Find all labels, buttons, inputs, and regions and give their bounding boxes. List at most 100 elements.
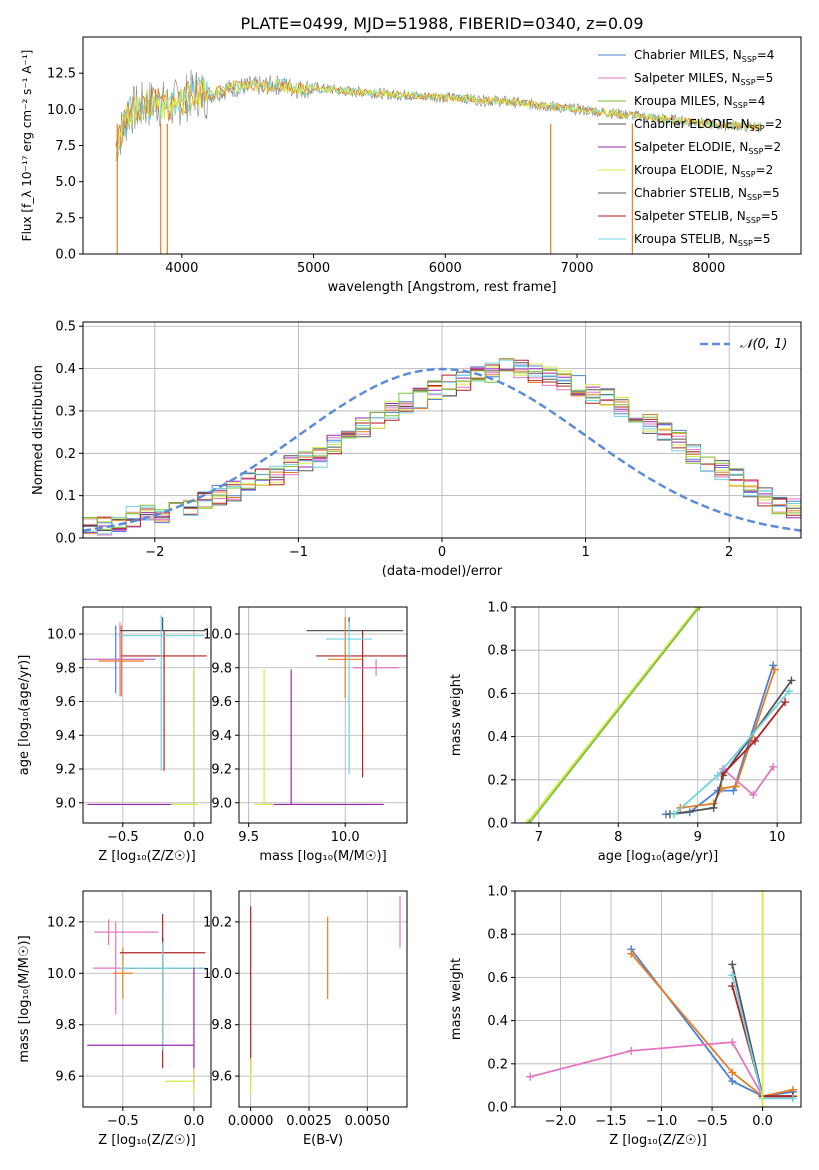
x-tick-label: 9 — [694, 830, 702, 845]
data-marker — [781, 698, 790, 707]
x-tick-label: 1 — [581, 545, 589, 560]
y-tick-label: 0.8 — [487, 644, 508, 659]
data-marker — [788, 1094, 797, 1103]
y-tick-label: 9.2 — [211, 763, 232, 778]
data-marker — [731, 782, 740, 791]
panel-mass_vs_z: −0.5 0.0 9.6 9.8 10.0 10.2 Z [log₁₀(Z/Z☉)] mass… — [17, 890, 212, 1148]
plot-area — [83, 358, 801, 538]
y-tick-label: 0.1 — [55, 489, 76, 504]
data-marker — [769, 661, 778, 670]
y-axis-label: age [log₁₀(age/yr)] — [17, 655, 32, 776]
x-tick-label: −0.5 — [696, 1114, 728, 1129]
x-tick-label: 0.0025 — [286, 1114, 332, 1129]
data-marker — [750, 736, 759, 745]
data-marker — [749, 790, 758, 799]
legend-entry: Kroupa STELIB, NSSP=5 — [634, 232, 771, 248]
y-tick-label: 9.6 — [211, 1070, 232, 1085]
plot-area — [250, 896, 401, 1095]
x-tick-label: 2 — [725, 545, 733, 560]
y-tick-label: 0.0 — [487, 817, 508, 832]
x-axis-label: E(B-V) — [303, 1133, 343, 1148]
legend-entry: Chabrier ELODIE, NSSP=2 — [634, 117, 782, 133]
data-marker — [695, 607, 704, 611]
y-tick-label: 0.4 — [487, 730, 508, 745]
y-tick-label: 10.0 — [47, 103, 76, 118]
y-tick-label: 9.4 — [55, 729, 76, 744]
panel-residuals: 𝒩(0, 1) −2 −1 0 1 2 0.0 0.1 0.2 0.3 0.4 0.5 (data-mo… — [31, 320, 802, 579]
y-tick-label: 9.0 — [55, 796, 76, 811]
data-marker — [787, 676, 796, 685]
x-axis-label: (data-model)/error — [382, 564, 503, 579]
panel-massweight_vs_z: −2.0 −1.5 −1.0 −0.5 0.0 0.0 0.2 0.4 0.6 0.8 1.0 Z [… — [449, 885, 802, 1148]
x-axis-label: wavelength [Angstrom, rest frame] — [328, 280, 557, 295]
y-tick-label: 9.8 — [211, 661, 232, 676]
series-line — [720, 701, 786, 777]
y-tick-label: 9.8 — [55, 661, 76, 676]
x-tick-label: 4000 — [165, 261, 198, 276]
legend-entry: 𝒩(0, 1) — [740, 337, 787, 352]
y-axis-label: mass [log₁₀(M/M☉)] — [17, 935, 32, 1062]
x-axis-label: mass [log₁₀(M/M☉)] — [259, 849, 386, 864]
x-tick-label: −2 — [145, 545, 164, 560]
plot-area — [115, 69, 762, 254]
x-axis-label: Z [log₁₀(Z/Z☉)] — [98, 849, 195, 864]
x-tick-label: 0.0050 — [345, 1114, 391, 1129]
legend-entry: Salpeter ELODIE, NSSP=2 — [634, 140, 781, 156]
data-marker — [728, 1077, 737, 1086]
y-tick-label: 10.2 — [47, 915, 76, 930]
data-marker — [526, 1072, 535, 1081]
y-tick-label: 9.8 — [211, 1018, 232, 1033]
plot-area — [87, 914, 206, 1095]
plot-area — [522, 607, 796, 823]
x-tick-label: 0.0 — [184, 830, 205, 845]
series-line — [673, 690, 790, 816]
y-tick-label: 10.0 — [47, 967, 76, 982]
data-marker — [709, 803, 718, 812]
data-marker — [728, 971, 737, 980]
y-tick-label: 9.6 — [55, 1070, 76, 1085]
data-marker — [669, 810, 678, 819]
spectrum-series — [115, 77, 762, 161]
data-marker — [769, 762, 778, 771]
series-line — [669, 679, 793, 816]
x-tick-label: 0.0 — [752, 1114, 773, 1129]
x-tick-label: 8 — [614, 830, 622, 845]
y-tick-label: 9.2 — [55, 763, 76, 778]
y-axis-label: mass weight — [449, 958, 464, 1040]
series-line — [630, 953, 794, 1098]
y-tick-label: 10.2 — [203, 915, 232, 930]
x-tick-label: 6000 — [429, 261, 462, 276]
plot-area — [526, 891, 797, 1107]
x-tick-label: −0.5 — [107, 830, 139, 845]
normal-curve — [83, 367, 801, 532]
x-tick-label: −0.5 — [107, 1114, 139, 1129]
histogram-series — [83, 369, 801, 538]
data-marker — [729, 786, 738, 795]
axes-frame — [514, 890, 802, 1108]
series-line — [630, 948, 794, 1098]
data-marker — [728, 1068, 737, 1077]
series-line — [526, 607, 699, 823]
x-tick-label: 0 — [438, 545, 446, 560]
y-tick-label: 0.2 — [487, 1057, 508, 1072]
y-tick-label: 0.6 — [487, 687, 508, 702]
x-tick-label: 10.0 — [331, 830, 360, 845]
x-axis-label: age [log₁₀(age/yr)] — [598, 849, 719, 864]
data-marker — [627, 949, 636, 958]
axes-frame — [82, 890, 212, 1108]
axes-frame — [238, 890, 408, 1108]
data-marker — [728, 1038, 737, 1047]
y-tick-label: 0.2 — [55, 447, 76, 462]
legend-entry: Salpeter MILES, NSSP=5 — [634, 71, 773, 87]
y-tick-label: 2.5 — [55, 211, 76, 226]
panel-age_vs_mass: 9.5 10.0 9.0 9.2 9.4 9.6 9.8 10.0 mass [log₁₀(M/… — [203, 606, 408, 864]
y-tick-label: 0.4 — [487, 1014, 508, 1029]
plot-area — [254, 617, 407, 806]
y-tick-label: 1.0 — [487, 601, 508, 616]
x-axis-label: Z [log₁₀(Z/Z☉)] — [609, 1133, 706, 1148]
y-tick-label: 0.5 — [55, 320, 76, 335]
y-tick-label: 0.0 — [55, 248, 76, 263]
panel-mass_vs_ebv: 0.0000 0.0025 0.0050 9.6 9.8 10.0 10.2 E(B-V) — [203, 890, 408, 1148]
y-tick-label: 10.0 — [203, 628, 232, 643]
